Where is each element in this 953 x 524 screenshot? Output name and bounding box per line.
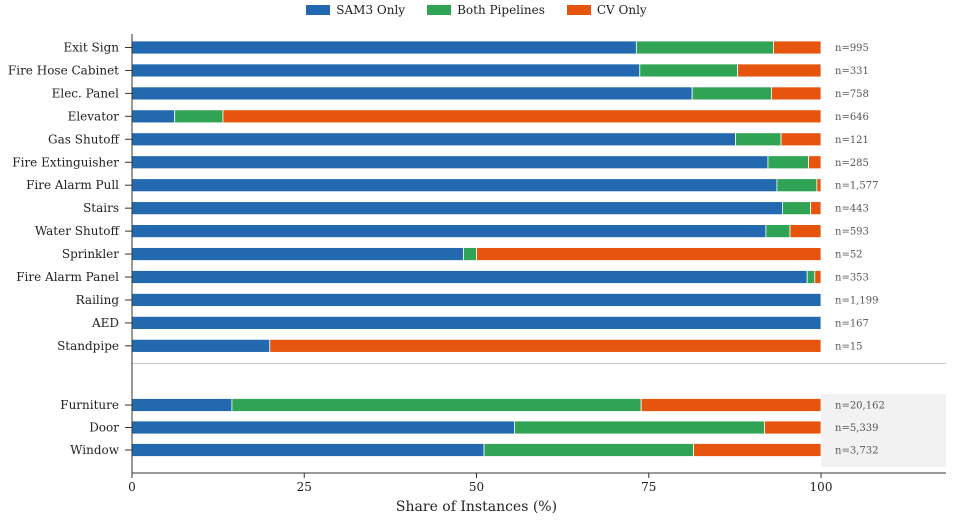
count-label-g2-0: n=20,162 (835, 401, 885, 412)
bar-segment-sam3-only-g1-5 (131, 155, 769, 170)
bar-segment-sam3-only-g1-6 (131, 178, 778, 193)
count-label-g1-8: n=593 (835, 227, 869, 238)
bar-segment-cv-only-g1-8 (789, 224, 822, 239)
bar-segment-cv-only-g1-13 (269, 338, 822, 353)
legend-label-sam3: SAM3 Only (336, 3, 406, 17)
x-tick-label-2: 50 (469, 480, 484, 494)
bar-segment-sam3-only-g2-2 (131, 443, 485, 457)
bar-segment-both-pipelines-g1-1 (639, 63, 739, 78)
count-label-g1-7: n=443 (835, 204, 869, 215)
bar-segment-sam3-only-g1-2 (131, 86, 693, 101)
category-label-g1-6: Fire Alarm Pull (26, 178, 119, 192)
x-tick-label-3: 75 (641, 480, 656, 494)
legend: SAM3 Only Both Pipelines CV Only (0, 3, 953, 17)
count-label-g1-3: n=646 (835, 112, 869, 123)
bar-segment-both-pipelines-g1-8 (765, 224, 791, 239)
count-label-g1-1: n=331 (835, 66, 869, 77)
category-label-g1-8: Water Shutoff (35, 224, 121, 238)
bar-segment-both-pipelines-g1-3 (174, 109, 224, 124)
count-label-g1-5: n=285 (835, 158, 869, 169)
bar-segment-both-pipelines-g2-1 (513, 420, 765, 435)
bar-segment-sam3-only-g1-4 (131, 132, 736, 147)
category-label-g1-9: Sprinkler (62, 247, 119, 261)
bar-segment-sam3-only-g1-0 (131, 40, 637, 55)
bar-segment-sam3-only-g1-10 (131, 270, 808, 284)
category-label-g1-4: Gas Shutoff (48, 132, 120, 146)
bar-segment-sam3-only-g1-1 (131, 63, 641, 78)
category-label-g1-2: Elec. Panel (52, 86, 120, 100)
bar-segment-both-pipelines-g2-0 (231, 398, 642, 412)
bar-segment-both-pipelines-g1-0 (635, 40, 774, 55)
bar-segment-sam3-only-g1-13 (131, 338, 271, 353)
count-label-g1-10: n=353 (835, 273, 869, 284)
bar-segment-cv-only-g1-0 (773, 40, 822, 55)
bar-segment-sam3-only-g1-11 (131, 293, 822, 307)
category-label-g1-7: Stairs (83, 201, 119, 215)
legend-swatch-both (427, 5, 452, 15)
bar-segment-cv-only-g2-2 (693, 443, 822, 457)
bar-segment-cv-only-g1-4 (780, 132, 822, 147)
bar-segment-cv-only-g1-7 (810, 201, 822, 216)
x-axis-label: Share of Instances (%) (396, 499, 557, 515)
bar-segment-sam3-only-g1-12 (131, 315, 822, 330)
x-tick-label-1: 25 (297, 480, 312, 494)
count-label-g1-6: n=1,577 (835, 181, 878, 192)
category-label-g1-13: Standpipe (57, 339, 119, 353)
category-label-g1-3: Elevator (68, 109, 120, 123)
bar-segment-both-pipelines-g1-6 (776, 178, 818, 193)
bar-segment-sam3-only-g1-8 (131, 224, 767, 239)
x-tick-label-0: 0 (128, 480, 136, 494)
bar-segment-cv-only-g2-0 (640, 398, 822, 412)
category-label-g1-1: Fire Hose Cabinet (8, 63, 119, 77)
bar-segment-cv-only-g1-5 (808, 155, 822, 170)
bar-segment-both-pipelines-g1-7 (782, 201, 812, 216)
category-label-g2-1: Door (89, 421, 119, 435)
category-label-g1-10: Fire Alarm Panel (16, 270, 119, 284)
legend-label-cv: CV Only (596, 3, 647, 17)
bar-segment-cv-only-g1-6 (816, 178, 822, 193)
count-label-g1-13: n=15 (835, 341, 863, 352)
count-label-g2-2: n=3,732 (835, 446, 878, 457)
bar-segment-sam3-only-g2-0 (131, 398, 233, 412)
bar-segment-both-pipelines-g1-10 (806, 270, 816, 284)
bar-segment-both-pipelines-g2-2 (483, 443, 694, 457)
count-label-g1-4: n=121 (835, 135, 869, 146)
bar-segment-sam3-only-g2-1 (131, 420, 515, 435)
legend-swatch-cv (566, 5, 591, 15)
category-label-g1-0: Exit Sign (64, 41, 120, 55)
bar-segment-cv-only-g1-9 (476, 247, 822, 261)
bar-segment-cv-only-g1-1 (737, 63, 822, 78)
count-label-g1-0: n=995 (835, 43, 869, 54)
bar-segment-sam3-only-g1-3 (131, 109, 176, 124)
legend-item-both: Both Pipelines (427, 3, 545, 17)
category-label-g1-5: Fire Extinguisher (12, 155, 119, 169)
legend-label-both: Both Pipelines (457, 3, 545, 17)
bar-segment-both-pipelines-g1-2 (691, 86, 772, 101)
bar-segment-both-pipelines-g1-5 (767, 155, 809, 170)
bar-segment-both-pipelines-g1-4 (735, 132, 782, 147)
count-label-g1-12: n=167 (835, 318, 869, 329)
category-label-g1-12: AED (91, 316, 119, 330)
legend-item-cv: CV Only (566, 3, 647, 17)
legend-item-sam3: SAM3 Only (306, 3, 405, 17)
bar-segment-cv-only-g1-10 (814, 270, 822, 284)
category-label-g1-11: Railing (76, 293, 120, 307)
bar-segment-sam3-only-g1-7 (131, 201, 783, 216)
category-label-g2-2: Window (70, 443, 120, 457)
count-label-g1-2: n=758 (835, 89, 869, 100)
group-band-background (821, 394, 946, 467)
bar-segment-cv-only-g1-3 (222, 109, 822, 124)
bar-segment-both-pipelines-g1-9 (463, 247, 477, 261)
legend-swatch-sam3 (306, 5, 331, 15)
x-tick-label-4: 100 (810, 480, 833, 494)
bar-segment-cv-only-g1-2 (770, 86, 822, 101)
count-label-g2-1: n=5,339 (835, 423, 878, 434)
category-label-g2-0: Furniture (60, 398, 119, 412)
bar-segment-cv-only-g2-1 (764, 420, 822, 435)
count-label-g1-9: n=52 (835, 250, 863, 261)
count-label-g1-11: n=1,199 (835, 295, 878, 306)
bar-segment-sam3-only-g1-9 (131, 247, 464, 261)
